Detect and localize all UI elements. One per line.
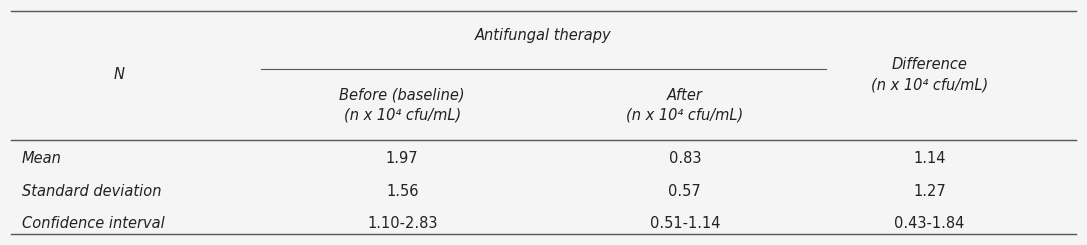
Text: 1.27: 1.27 (913, 184, 946, 199)
Text: After
(n x 10⁴ cfu/mL): After (n x 10⁴ cfu/mL) (626, 88, 744, 123)
Text: 0.57: 0.57 (669, 184, 701, 199)
Text: 0.83: 0.83 (669, 151, 701, 166)
Text: Mean: Mean (22, 151, 62, 166)
Text: 1.56: 1.56 (386, 184, 418, 199)
Text: 1.14: 1.14 (913, 151, 946, 166)
Text: Standard deviation: Standard deviation (22, 184, 161, 199)
Text: 0.43-1.84: 0.43-1.84 (895, 216, 964, 231)
Text: Difference
(n x 10⁴ cfu/mL): Difference (n x 10⁴ cfu/mL) (871, 57, 988, 92)
Text: Before (baseline)
(n x 10⁴ cfu/mL): Before (baseline) (n x 10⁴ cfu/mL) (339, 88, 465, 123)
Text: N: N (114, 67, 125, 82)
Text: 0.51-1.14: 0.51-1.14 (650, 216, 720, 231)
Text: 1.10-2.83: 1.10-2.83 (367, 216, 437, 231)
Text: 1.97: 1.97 (386, 151, 418, 166)
Text: Confidence interval: Confidence interval (22, 216, 164, 231)
Text: Antifungal therapy: Antifungal therapy (475, 28, 612, 43)
